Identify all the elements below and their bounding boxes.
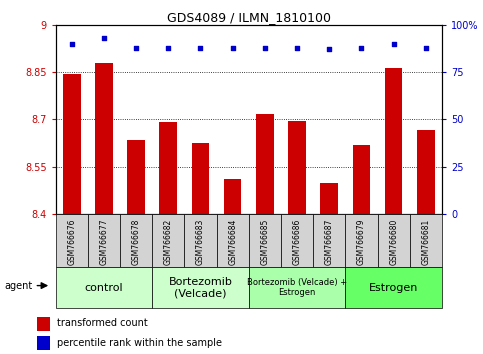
Point (390, 41, 398, 47)
Text: agent: agent (4, 281, 33, 291)
Point (326, 47, 333, 52)
Bar (320, 183, 338, 214)
Bar (385, 68, 402, 214)
Point (100, 35, 108, 41)
Text: Bortezomib
(Velcade): Bortezomib (Velcade) (169, 277, 232, 298)
Text: Estrogen: Estrogen (369, 282, 418, 293)
Point (229, 45, 237, 50)
Text: Bortezomib (Velcade) +
Estrogen: Bortezomib (Velcade) + Estrogen (247, 278, 347, 297)
Bar (288, 121, 306, 214)
Bar (63, 74, 81, 214)
Bar (224, 179, 242, 214)
Bar (256, 114, 274, 214)
Bar (127, 140, 145, 214)
FancyBboxPatch shape (345, 214, 378, 267)
Bar (353, 145, 370, 214)
Point (68, 41, 75, 47)
Text: GSM766676: GSM766676 (67, 218, 76, 265)
FancyBboxPatch shape (313, 214, 345, 267)
Bar (417, 130, 435, 214)
Title: GDS4089 / ILMN_1810100: GDS4089 / ILMN_1810100 (167, 11, 331, 24)
FancyBboxPatch shape (249, 267, 345, 308)
Text: GSM766677: GSM766677 (99, 218, 108, 265)
FancyBboxPatch shape (281, 214, 313, 267)
Point (422, 45, 430, 50)
Bar (95, 63, 113, 214)
FancyBboxPatch shape (152, 214, 185, 267)
Text: GSM766678: GSM766678 (131, 218, 141, 265)
Text: GSM766679: GSM766679 (357, 218, 366, 265)
FancyBboxPatch shape (410, 214, 442, 267)
Text: GSM766682: GSM766682 (164, 218, 173, 265)
Text: GSM766685: GSM766685 (260, 218, 270, 265)
Text: GSM766680: GSM766680 (389, 218, 398, 265)
Text: percentile rank within the sample: percentile rank within the sample (57, 337, 223, 348)
Point (293, 45, 301, 50)
Point (197, 45, 204, 50)
Text: control: control (85, 282, 123, 293)
Text: GSM766687: GSM766687 (325, 218, 334, 265)
FancyBboxPatch shape (56, 214, 88, 267)
Bar (38, 317, 50, 331)
Point (357, 45, 365, 50)
Text: GSM766681: GSM766681 (421, 218, 430, 265)
FancyBboxPatch shape (185, 214, 216, 267)
Text: GSM766684: GSM766684 (228, 218, 237, 265)
FancyBboxPatch shape (249, 214, 281, 267)
Bar (159, 122, 177, 214)
Text: GSM766683: GSM766683 (196, 218, 205, 265)
FancyBboxPatch shape (88, 214, 120, 267)
FancyBboxPatch shape (345, 267, 442, 308)
Text: GSM766686: GSM766686 (293, 218, 301, 265)
Point (261, 45, 269, 50)
Point (132, 45, 140, 50)
Text: transformed count: transformed count (57, 318, 148, 329)
FancyBboxPatch shape (378, 214, 410, 267)
FancyBboxPatch shape (120, 214, 152, 267)
FancyBboxPatch shape (152, 267, 249, 308)
FancyBboxPatch shape (216, 214, 249, 267)
Bar (192, 143, 209, 214)
FancyBboxPatch shape (56, 267, 152, 308)
Bar (38, 336, 50, 350)
Point (164, 45, 172, 50)
